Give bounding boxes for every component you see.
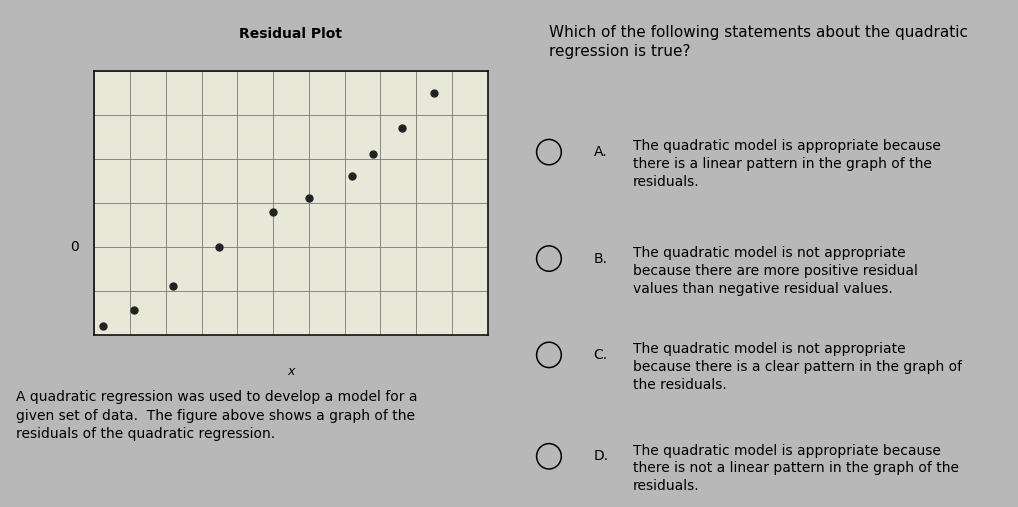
Point xyxy=(365,151,382,159)
Point xyxy=(125,306,142,314)
Text: x: x xyxy=(287,365,294,378)
Point xyxy=(344,172,360,180)
Point xyxy=(300,194,317,202)
Point xyxy=(165,282,181,291)
Text: D.: D. xyxy=(593,449,609,463)
Text: The quadratic model is not appropriate
because there is a clear pattern in the g: The quadratic model is not appropriate b… xyxy=(633,342,962,392)
Text: C.: C. xyxy=(593,348,608,362)
Text: A quadratic regression was used to develop a model for a
given set of data.  The: A quadratic regression was used to devel… xyxy=(15,390,417,441)
Text: The quadratic model is appropriate because
there is a linear pattern in the grap: The quadratic model is appropriate becau… xyxy=(633,139,941,189)
Text: The quadratic model is not appropriate
because there are more positive residual
: The quadratic model is not appropriate b… xyxy=(633,246,918,296)
Text: A.: A. xyxy=(593,145,607,159)
Text: 0: 0 xyxy=(70,240,78,254)
Text: Which of the following statements about the quadratic
regression is true?: Which of the following statements about … xyxy=(549,25,968,59)
Point xyxy=(212,243,228,251)
Point xyxy=(394,124,410,132)
Point xyxy=(265,207,281,215)
Text: B.: B. xyxy=(593,251,608,266)
Point xyxy=(426,89,442,97)
Text: Residual Plot: Residual Plot xyxy=(239,26,342,41)
Text: The quadratic model is appropriate because
there is not a linear pattern in the : The quadratic model is appropriate becau… xyxy=(633,444,959,493)
Point xyxy=(95,322,111,330)
